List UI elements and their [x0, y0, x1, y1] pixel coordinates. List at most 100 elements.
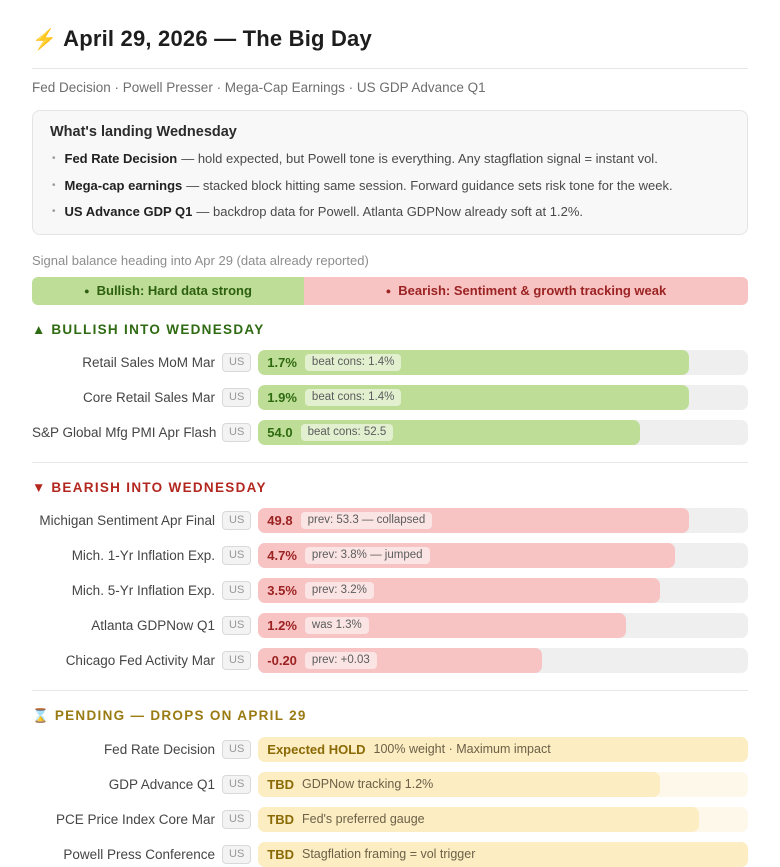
indicator-row: Atlanta GDPNow Q1 US 1.2% was 1.3%: [32, 612, 748, 638]
indicator-label: Retail Sales MoM Mar: [82, 354, 215, 370]
indicator-bar-fill: TBD Stagflation framing = vol trigger: [258, 841, 748, 867]
section-bullish: ▲ BULLISH INTO WEDNESDAY Retail Sales MoM…: [32, 322, 748, 445]
country-badge: US: [222, 615, 252, 635]
indicator-value: TBD: [267, 776, 294, 792]
indicator-bar-fill: 1.7% beat cons: 1.4%: [258, 349, 690, 375]
indicator-bar-fill: -0.20 prev: +0.03: [258, 647, 543, 673]
indicator-note: beat cons: 1.4%: [304, 353, 402, 371]
section-title: BULLISH INTO WEDNESDAY: [51, 321, 265, 337]
infobox-item: • Fed Rate Decision — hold expected, but …: [50, 150, 730, 168]
section-pending: ⌛ PENDING — DROPS ON APRIL 29 Fed Rate De…: [32, 708, 748, 867]
indicator-bar-track: -0.20 prev: +0.03: [258, 647, 748, 673]
infobox-item-lead: US Advance GDP Q1: [64, 204, 193, 220]
page-title-text: April 29, 2026 — The Big Day: [63, 26, 372, 51]
indicator-note: was 1.3%: [304, 616, 369, 634]
indicator-value: 54.0: [267, 424, 293, 440]
indicator-row: PCE Price Index Core Mar US TBD Fed's pr…: [32, 806, 748, 832]
indicator-bar-track: TBD Stagflation framing = vol trigger: [258, 841, 748, 867]
indicator-bar-track: 1.7% beat cons: 1.4%: [258, 349, 748, 375]
section-header-bearish: ▼ BEARISH INTO WEDNESDAY: [32, 480, 748, 495]
infobox-title: What's landing Wednesday: [50, 124, 237, 140]
indicator-label: Mich. 1-Yr Inflation Exp.: [71, 547, 215, 563]
country-badge: US: [222, 422, 252, 442]
bearish-dot-icon: ●: [385, 285, 392, 296]
section-title: PENDING — DROPS ON APRIL 29: [54, 707, 307, 723]
indicator-bar-track: Expected HOLD 100% weight · Maximum impa…: [258, 736, 748, 762]
indicator-value: 3.5%: [267, 582, 297, 598]
indicator-label: Chicago Fed Activity Mar: [65, 652, 215, 668]
bullish-dot-icon: ●: [84, 285, 90, 296]
indicator-note: prev: +0.03: [304, 651, 377, 669]
indicator-label: Powell Press Conference: [63, 846, 215, 862]
section-header-bullish: ▲ BULLISH INTO WEDNESDAY: [32, 322, 748, 337]
indicator-bar-track: 4.7% prev: 3.8% — jumped: [258, 542, 748, 568]
indicator-note: prev: 3.2%: [304, 581, 374, 599]
indicator-value: 1.7%: [267, 354, 297, 370]
indicator-label: Mich. 5-Yr Inflation Exp.: [71, 582, 215, 598]
indicator-label: S&P Global Mfg PMI Apr Flash: [32, 424, 217, 440]
indicator-row: Retail Sales MoM Mar US 1.7% beat cons: …: [32, 349, 748, 375]
indicator-value: 1.9%: [267, 389, 297, 405]
indicator-value: 4.7%: [267, 547, 297, 563]
indicator-bar-track: 49.8 prev: 53.3 — collapsed: [258, 507, 748, 533]
indicator-row: Core Retail Sales Mar US 1.9% beat cons:…: [32, 384, 748, 410]
indicator-label: Atlanta GDPNow Q1: [91, 617, 215, 633]
indicator-bar-fill: 49.8 prev: 53.3 — collapsed: [258, 507, 690, 533]
header-divider: [32, 68, 748, 69]
infobox-item-lead: Mega-cap earnings: [64, 177, 183, 193]
section-divider: [32, 689, 748, 691]
section-title: BEARISH INTO WEDNESDAY: [51, 479, 267, 495]
indicator-bar-fill: 1.2% was 1.3%: [258, 612, 626, 638]
indicator-bar-fill: 54.0 beat cons: 52.5: [258, 419, 641, 445]
indicator-value: 1.2%: [267, 617, 297, 633]
country-badge: US: [222, 844, 252, 864]
bullet-icon: •: [52, 206, 56, 218]
indicator-note: GDPNow tracking 1.2%: [302, 777, 434, 792]
indicator-note: 100% weight · Maximum impact: [373, 742, 551, 757]
bearish-segment-label: Bearish: Sentiment & growth tracking wea…: [398, 283, 667, 299]
indicator-bar-track: 1.2% was 1.3%: [258, 612, 748, 638]
indicator-label: Michigan Sentiment Apr Final: [39, 512, 215, 528]
indicator-label: Fed Rate Decision: [103, 741, 215, 757]
lightning-icon: ⚡: [32, 29, 58, 51]
indicator-bar-fill: TBD Fed's preferred gauge: [258, 806, 700, 832]
country-badge: US: [222, 352, 252, 372]
indicator-row: GDP Advance Q1 US TBD GDPNow tracking 1.…: [32, 771, 748, 797]
country-badge: US: [222, 809, 252, 829]
country-badge: US: [222, 650, 252, 670]
indicator-note: Fed's preferred gauge: [302, 812, 425, 827]
bullet-icon: •: [52, 153, 56, 164]
country-badge: US: [222, 739, 252, 759]
indicator-bar-fill: 3.5% prev: 3.2%: [258, 577, 660, 603]
indicator-bar-track: 1.9% beat cons: 1.4%: [258, 384, 748, 410]
indicator-bar-fill: Expected HOLD 100% weight · Maximum impa…: [258, 736, 748, 762]
indicator-row: Powell Press Conference US TBD Stagflati…: [32, 841, 748, 867]
country-badge: US: [222, 510, 252, 530]
bullet-icon: •: [52, 179, 56, 191]
bullish-segment: ● Bullish: Hard data strong: [32, 276, 305, 305]
indicator-bar-fill: 4.7% prev: 3.8% — jumped: [258, 542, 675, 568]
bearish-segment: ● Bearish: Sentiment & growth tracking w…: [304, 276, 748, 305]
section-bearish: ▼ BEARISH INTO WEDNESDAY Michigan Sentime…: [32, 480, 748, 673]
indicator-bar-fill: TBD GDPNow tracking 1.2%: [258, 771, 660, 797]
country-badge: US: [222, 580, 252, 600]
triangle-down-icon: ▼: [32, 479, 46, 495]
infobox-item-text: — hold expected, but Powell tone is ever…: [181, 151, 658, 166]
triangle-up-icon: ▲: [32, 321, 46, 337]
indicator-value: 49.8: [267, 512, 293, 528]
signal-balance-caption: Signal balance heading into Apr 29 (data…: [32, 252, 369, 268]
country-badge: US: [222, 774, 252, 794]
indicator-row: S&P Global Mfg PMI Apr Flash US 54.0 bea…: [32, 419, 748, 445]
bullish-segment-label: Bullish: Hard data strong: [96, 283, 252, 299]
signal-balance-bar: ● Bullish: Hard data strong ● Bearish: S…: [32, 276, 748, 305]
indicator-row: Michigan Sentiment Apr Final US 49.8 pre…: [32, 507, 748, 533]
indicator-note: Stagflation framing = vol trigger: [302, 847, 476, 862]
hourglass-icon: ⌛: [32, 707, 49, 723]
infobox-item-text: — backdrop data for Powell. Atlanta GDPN…: [196, 204, 583, 220]
indicator-value: TBD: [267, 811, 294, 827]
indicator-label: PCE Price Index Core Mar: [55, 811, 215, 827]
infobox-item: • Mega-cap earnings — stacked block hitti…: [50, 177, 730, 195]
infobox-item-lead: Fed Rate Decision: [64, 151, 178, 166]
indicator-row: Fed Rate Decision US Expected HOLD 100% …: [32, 736, 748, 762]
country-badge: US: [222, 545, 252, 565]
